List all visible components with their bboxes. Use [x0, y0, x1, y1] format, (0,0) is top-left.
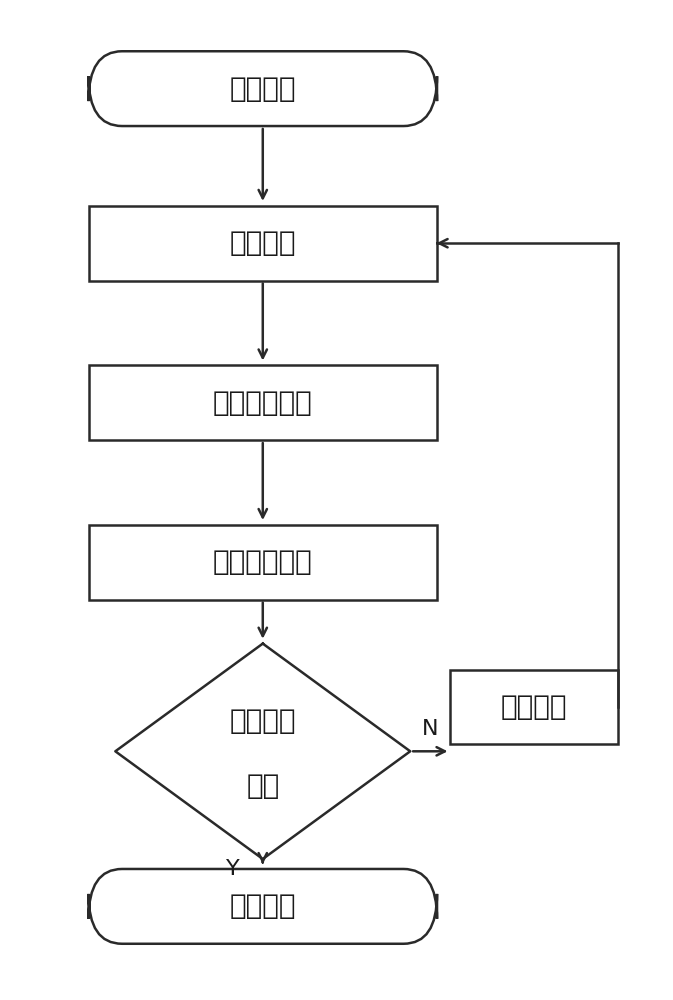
- FancyBboxPatch shape: [89, 365, 437, 440]
- Text: 代价函数: 代价函数: [229, 707, 296, 735]
- FancyBboxPatch shape: [89, 525, 437, 600]
- Text: N: N: [422, 719, 439, 739]
- FancyBboxPatch shape: [89, 206, 437, 281]
- Text: 对数变换: 对数变换: [229, 229, 296, 257]
- Text: 指数校正模型: 指数校正模型: [213, 389, 313, 417]
- Text: 原始投影: 原始投影: [229, 75, 296, 103]
- Text: Y: Y: [225, 859, 240, 879]
- FancyBboxPatch shape: [450, 670, 618, 744]
- Text: 参数调整: 参数调整: [501, 693, 567, 721]
- Text: 最小: 最小: [246, 772, 279, 800]
- Text: 校正结束: 校正结束: [229, 892, 296, 920]
- Polygon shape: [115, 644, 411, 859]
- FancyBboxPatch shape: [89, 51, 437, 126]
- Text: 三维图像重建: 三维图像重建: [213, 548, 313, 576]
- FancyBboxPatch shape: [89, 869, 437, 944]
